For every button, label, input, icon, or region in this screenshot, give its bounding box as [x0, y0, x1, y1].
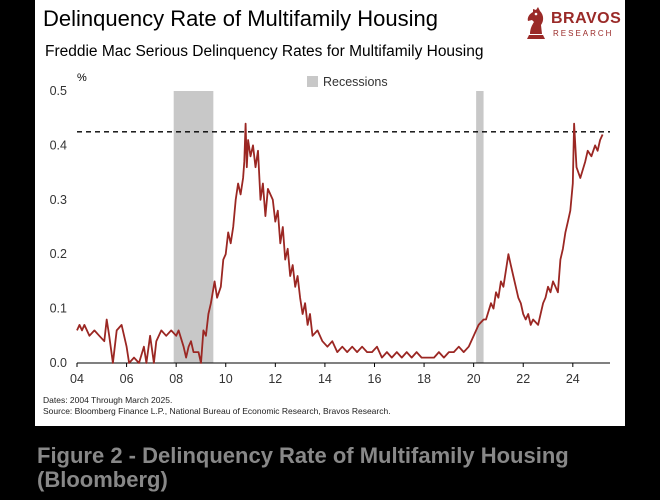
chart-notes: Dates: 2004 Through March 2025. Source: …	[43, 395, 391, 417]
x-tick-label: 08	[169, 372, 183, 386]
series-line	[76, 122, 604, 364]
recession-bands	[173, 91, 484, 363]
legend-swatch	[307, 76, 318, 87]
x-tick-label: 22	[516, 372, 530, 386]
x-tick-label: 06	[120, 372, 134, 386]
logo-subtitle: RESEARCH	[553, 29, 614, 38]
figure-caption: Figure 2 - Delinquency Rate of Multifami…	[37, 443, 569, 492]
recession-band-0	[173, 91, 214, 363]
y-tick-label: 0.3	[50, 193, 67, 207]
x-tick-label: 24	[566, 372, 580, 386]
recession-band-1	[476, 91, 484, 363]
chart-title: Delinquency Rate of Multifamily Housing	[43, 6, 438, 31]
y-axis-unit: %	[77, 72, 87, 84]
logo-name: BRAVOS	[551, 10, 622, 27]
x-tick-label: 14	[318, 372, 332, 386]
x-tick-label: 12	[268, 372, 282, 386]
knight-icon	[527, 7, 545, 39]
axis-ticks: 0.0 0.1 0.2 0.3 0.4 0.5 04 06 08 10 12 14 16 18 20 22 24	[50, 84, 580, 386]
y-tick-label: 0.1	[50, 302, 67, 316]
legend-label: Recessions	[323, 75, 388, 89]
note-source: Source: Bloomberg Finance L.P., National…	[43, 406, 391, 416]
x-tick-label: 18	[417, 372, 431, 386]
chart-card: Delinquency Rate of Multifamily Housing …	[35, 0, 625, 426]
y-tick-label: 0.5	[50, 84, 67, 98]
x-tick-label: 20	[467, 372, 481, 386]
x-tick-label: 10	[219, 372, 233, 386]
x-tick-label: 04	[70, 372, 84, 386]
x-tick-label: 16	[368, 372, 382, 386]
chart-subtitle: Freddie Mac Serious Delinquency Rates fo…	[45, 43, 484, 60]
note-dates: Dates: 2004 Through March 2025.	[43, 395, 173, 405]
y-tick-label: 0.2	[50, 247, 67, 261]
y-tick-label: 0.0	[50, 356, 67, 370]
legend: Recessions	[307, 75, 388, 89]
bravos-logo: BRAVOS RESEARCH	[523, 4, 622, 42]
line-chart: Recessions 0.0 0.1 0.2 0.3 0.4 0.5 04 06 08 10 12 1…	[50, 72, 610, 386]
y-tick-label: 0.4	[50, 138, 67, 152]
